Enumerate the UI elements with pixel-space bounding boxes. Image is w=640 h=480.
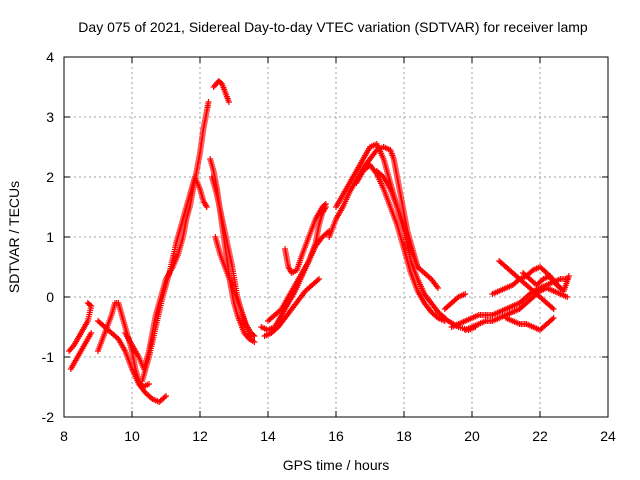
y-tick-label: -1 [42,349,55,365]
data-point [148,394,155,401]
x-tick-label: 14 [260,428,276,444]
y-tick-label: 2 [46,169,54,185]
y-tick-label: -2 [42,409,55,425]
data-point [205,99,212,105]
data-point [85,301,92,307]
data-point [550,306,557,312]
y-tick-label: 1 [46,229,54,245]
data-point [225,99,232,105]
data-point [565,273,572,279]
x-tick-label: 12 [192,428,208,444]
data-point [549,304,556,311]
data-point [161,394,168,401]
data-point [321,202,328,208]
y-tick-label: 4 [46,49,54,65]
y-axis-label: SDTVAR / TECUs [6,181,22,293]
data-point [248,336,254,342]
data-point [314,277,321,284]
data-point [316,276,322,282]
x-tick-label: 20 [464,428,480,444]
plot-frame [63,56,609,418]
chart-title: Day 075 of 2021, Sidereal Day-to-day VTE… [78,19,588,35]
data-point [322,201,329,207]
data-point [251,333,258,339]
data-point [454,295,461,302]
data-point [550,315,557,321]
y-tick-label: 0 [46,289,54,305]
data-point [414,264,421,270]
data-point [564,294,571,300]
data-point [88,330,95,336]
data-point [433,313,440,320]
data-point [539,277,546,284]
x-tick-label: 8 [60,428,68,444]
data-point [441,318,448,324]
data-point [163,393,169,399]
data-point [435,285,441,291]
x-tick-label: 18 [396,428,412,444]
x-tick-label: 22 [532,428,548,444]
x-tick-label: 10 [124,428,140,444]
x-axis-label: GPS time / hours [283,457,390,473]
data-point [462,291,469,297]
x-tick-label: 16 [328,428,344,444]
y-tick-label: 3 [46,109,54,125]
x-tick-label: 24 [600,428,616,444]
data-point [251,339,258,345]
data-point [549,316,556,323]
data-marks [66,78,572,405]
data-point [84,300,91,306]
data-point [203,204,210,210]
data-point [528,268,535,275]
data-point [146,381,152,387]
